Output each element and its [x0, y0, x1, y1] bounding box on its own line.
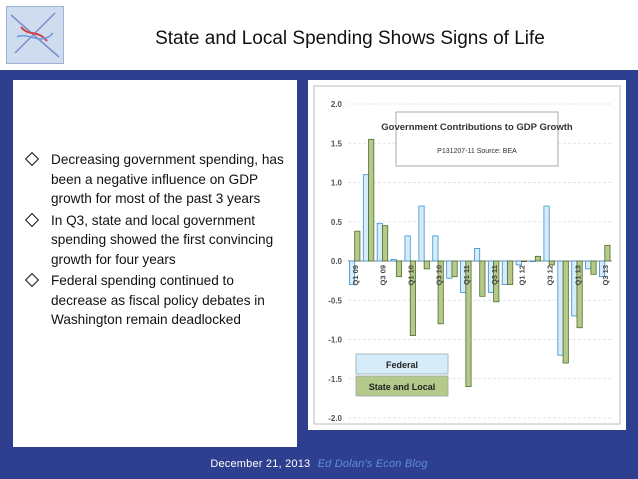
bar-state-local	[423, 260, 430, 270]
logo-graphic	[7, 7, 63, 63]
x-tick-label: Q3 11	[490, 265, 499, 285]
bar-state-local	[590, 260, 597, 275]
x-tick-label: Q3 09	[379, 265, 388, 285]
diamond-bullet-icon	[24, 272, 40, 288]
diamond-bullet-icon	[24, 151, 40, 167]
bar-chart: 2.0 1.5 1.0 0.5 0.0 -0.5 -1.0 -1.5 -2.0 Q1 09 Q3 …	[313, 85, 621, 425]
bar-federal	[432, 235, 439, 262]
bar-state-local	[451, 260, 458, 278]
bar-federal	[474, 248, 481, 262]
bar-state-local	[465, 260, 472, 387]
header: State and Local Spending Shows Signs of …	[0, 0, 638, 70]
bar-state-local	[548, 260, 555, 266]
bar-federal	[390, 259, 397, 262]
y-tick-label: -1.0	[328, 336, 342, 345]
bar-state-local	[479, 260, 486, 297]
bar-state-local	[507, 260, 514, 285]
bar-federal	[376, 222, 383, 262]
y-tick-label: 0.0	[331, 257, 343, 266]
bar-state-local	[604, 244, 611, 262]
y-tick-label: 2.0	[331, 100, 343, 109]
bar-federal	[418, 205, 425, 262]
bar-federal	[515, 260, 522, 266]
y-tick-label: -2.0	[328, 414, 342, 423]
legend-federal-box	[355, 353, 449, 375]
bar-state-local	[521, 260, 528, 263]
x-tick-label: Q3 10	[434, 265, 443, 285]
bar-federal	[404, 235, 411, 262]
bullet-text: Federal spending continued to decrease a…	[51, 273, 265, 327]
bar-state-local	[368, 138, 375, 262]
chart-subtitle: P131207-11 Source: BEA	[437, 148, 517, 155]
diamond-bullet-icon	[24, 212, 40, 227]
x-tick-label: Q3 12	[545, 265, 554, 285]
x-tick-label: Q1 10	[407, 265, 416, 285]
blog-logo	[6, 6, 64, 64]
y-tick-label: 0.5	[331, 218, 343, 227]
bar-federal	[585, 260, 592, 270]
x-tick-label: Q1 11	[462, 265, 471, 285]
legend-state-local-box	[355, 375, 449, 397]
bullet-item: In Q3, state and local government spendi…	[23, 211, 291, 270]
bullet-text: In Q3, state and local government spendi…	[51, 212, 274, 267]
footer: December 21, 2013 Ed Dolan's Econ Blog	[0, 458, 638, 470]
bullet-list: Decreasing government spending, has been…	[23, 150, 291, 332]
bar-federal	[446, 260, 453, 279]
bar-state-local	[395, 260, 403, 278]
y-tick-label: 1.0	[331, 179, 343, 188]
bar-state-local	[382, 225, 389, 262]
x-tick-label: Q1 13	[573, 265, 582, 285]
bar-federal	[529, 260, 536, 263]
bar-state-local	[354, 230, 361, 262]
bar-federal	[362, 174, 369, 262]
text-panel: Decreasing government spending, has been…	[13, 80, 297, 447]
bar-state-local	[562, 260, 569, 364]
legend-state-local-label: State and Local	[369, 382, 436, 392]
bar-state-local	[493, 260, 500, 303]
y-tick-label: -0.5	[328, 296, 342, 305]
footer-date: December 21, 2013	[210, 458, 311, 470]
bullet-item: Decreasing government spending, has been…	[23, 150, 291, 209]
chart-title: Government Contributions to GDP Growth	[381, 122, 573, 133]
bar-state-local	[437, 260, 444, 325]
bar-state-local	[576, 260, 583, 329]
chart-panel: 2.0 1.5 1.0 0.5 0.0 -0.5 -1.0 -1.5 -2.0 Q1 09 Q3 …	[308, 80, 626, 430]
bar-federal	[501, 260, 508, 285]
x-tick-label: Q1 12	[518, 265, 527, 285]
bullet-text: Decreasing government spending, has been…	[51, 152, 284, 206]
bar-federal	[348, 260, 356, 285]
x-tick-label: Q1 09	[351, 265, 360, 285]
bar-state-local	[534, 255, 541, 262]
bar-state-local	[409, 260, 416, 336]
page-title: State and Local Spending Shows Signs of …	[155, 28, 545, 49]
bar-federal	[543, 205, 550, 262]
bar-federal	[557, 260, 564, 356]
legend-federal-label: Federal	[386, 360, 418, 370]
x-tick-label: Q3 13	[601, 265, 610, 285]
footer-blog-name: Ed Dolan's Econ Blog	[317, 458, 428, 470]
bullet-item: Federal spending continued to decrease a…	[23, 271, 291, 330]
bar-federal	[599, 260, 606, 278]
chart-title-box	[395, 111, 559, 167]
y-tick-label: 1.5	[331, 139, 343, 148]
y-tick-label: -1.5	[328, 375, 342, 384]
